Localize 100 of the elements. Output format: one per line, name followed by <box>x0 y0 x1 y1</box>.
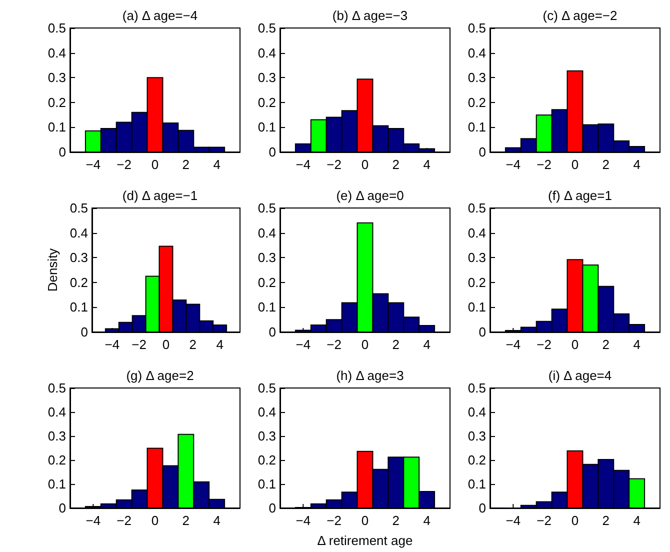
x-tick-label: −4 <box>296 157 311 172</box>
x-tick-label: 4 <box>633 513 640 528</box>
chart-title: (h) Δ age=3 <box>336 368 404 383</box>
x-tick-label: 2 <box>602 513 610 528</box>
y-tick-label: 0.2 <box>48 452 66 468</box>
y-tick-label: 0.2 <box>468 274 486 290</box>
y-tick-label: 0.3 <box>48 428 66 444</box>
y-tick-label: 0.4 <box>48 45 66 60</box>
x-tick-label: 4 <box>213 513 220 528</box>
y-tick-label: 0.4 <box>468 225 486 240</box>
y-tick-label: 0.1 <box>48 120 66 135</box>
x-tick-label: −4 <box>86 513 101 528</box>
y-tick-label: 0 <box>268 144 276 160</box>
y-tick-label: 0.3 <box>258 70 276 86</box>
x-tick-label: 0 <box>151 157 159 172</box>
chart-title: (g) Δ age=2 <box>126 368 194 383</box>
y-tick-label: 0.5 <box>468 380 486 396</box>
y-tick-label: 0.3 <box>468 70 486 86</box>
y-tick-label: 0.1 <box>468 476 486 492</box>
chart-title: (f) Δ age=1 <box>548 188 612 203</box>
y-tick-label: 0.3 <box>258 428 276 444</box>
x-tick-label: −2 <box>116 157 132 172</box>
x-tick-label: 2 <box>182 157 190 172</box>
x-tick-label: −4 <box>86 157 101 172</box>
y-tick-label: 0.3 <box>468 250 486 266</box>
x-tick-label: −2 <box>536 513 552 528</box>
y-tick-label: 0.3 <box>70 250 88 266</box>
x-tick-label: 0 <box>361 513 369 528</box>
x-tick-label: −2 <box>326 157 342 172</box>
x-tick-label: −4 <box>296 337 311 352</box>
y-tick-label: 0.2 <box>468 452 486 468</box>
x-tick-label: 2 <box>602 337 610 352</box>
x-tick-label: 2 <box>182 513 190 528</box>
x-tick-label: −4 <box>104 337 120 352</box>
y-tick-label: 0 <box>268 324 276 340</box>
x-tick-label: −2 <box>132 337 146 352</box>
chart-title: (d) Δ age=−1 <box>122 188 198 203</box>
x-tick-label: 2 <box>602 157 610 172</box>
x-tick-label: −4 <box>506 157 521 172</box>
y-tick-label: 0.5 <box>48 380 66 396</box>
y-tick-label: 0.3 <box>48 70 66 86</box>
x-tick-label: −4 <box>506 513 521 528</box>
x-tick-label: −2 <box>326 337 342 352</box>
y-tick-label: 0.2 <box>258 274 276 290</box>
y-tick-label: 0.4 <box>258 45 276 60</box>
y-tick-label: 0.5 <box>258 380 276 396</box>
y-tick-label: 0.5 <box>468 200 486 216</box>
y-tick-label: 0.4 <box>468 404 486 420</box>
y-tick-label: 0.4 <box>48 404 66 420</box>
y-tick-label: 0 <box>58 500 66 516</box>
y-axis-title: Density <box>45 248 60 292</box>
x-tick-label: 0 <box>571 157 579 172</box>
chart-title: (c) Δ age=−2 <box>542 8 618 23</box>
x-tick-label: 4 <box>633 157 640 172</box>
y-tick-label: 0.3 <box>258 250 276 266</box>
x-tick-label: 4 <box>423 513 430 528</box>
x-tick-label: 0 <box>361 157 369 172</box>
x-tick-label: −2 <box>116 513 132 528</box>
x-tick-label: 4 <box>423 337 430 352</box>
y-tick-label: 0.2 <box>258 94 276 110</box>
x-tick-label: 4 <box>213 157 220 172</box>
x-tick-label: −4 <box>296 513 311 528</box>
y-tick-label: 0.4 <box>70 225 88 240</box>
y-tick-label: 0.5 <box>70 200 88 216</box>
y-tick-label: 0 <box>478 144 486 160</box>
x-tick-label: 0 <box>151 513 159 528</box>
x-tick-label: 2 <box>392 513 400 528</box>
y-tick-label: 0.2 <box>48 94 66 110</box>
y-tick-label: 0.1 <box>258 300 276 315</box>
x-tick-label: 4 <box>633 337 640 352</box>
x-axis-title: Δ retirement age <box>317 533 413 548</box>
chart-title: (b) Δ age=−3 <box>332 8 408 23</box>
x-tick-label: 2 <box>189 337 197 352</box>
y-tick-label: 0.5 <box>468 20 486 36</box>
x-tick-label: −4 <box>506 337 521 352</box>
x-tick-label: 4 <box>216 337 224 352</box>
y-tick-label: 0.4 <box>258 404 276 420</box>
y-tick-label: 0 <box>80 324 88 340</box>
x-tick-label: 4 <box>423 157 430 172</box>
y-tick-label: 0.5 <box>48 20 66 36</box>
chart-title: (a) Δ age=−4 <box>122 8 198 23</box>
y-tick-label: 0.2 <box>70 274 88 290</box>
y-tick-label: 0.2 <box>468 94 486 110</box>
x-tick-label: 0 <box>162 337 170 352</box>
y-tick-label: 0.1 <box>70 300 88 315</box>
y-tick-label: 0.1 <box>468 300 486 315</box>
y-tick-label: 0.2 <box>258 452 276 468</box>
x-tick-label: 0 <box>571 513 579 528</box>
x-tick-label: −2 <box>536 157 552 172</box>
x-tick-label: 2 <box>392 337 400 352</box>
x-tick-label: 0 <box>571 337 579 352</box>
y-tick-label: 0.1 <box>48 476 66 492</box>
x-tick-label: −2 <box>536 337 552 352</box>
y-tick-label: 0 <box>478 500 486 516</box>
y-tick-label: 0.5 <box>258 200 276 216</box>
y-tick-label: 0.3 <box>468 428 486 444</box>
y-tick-label: 0.1 <box>468 120 486 135</box>
x-tick-label: 2 <box>392 157 400 172</box>
y-tick-label: 0.4 <box>258 225 276 240</box>
y-tick-label: 0.1 <box>258 476 276 492</box>
